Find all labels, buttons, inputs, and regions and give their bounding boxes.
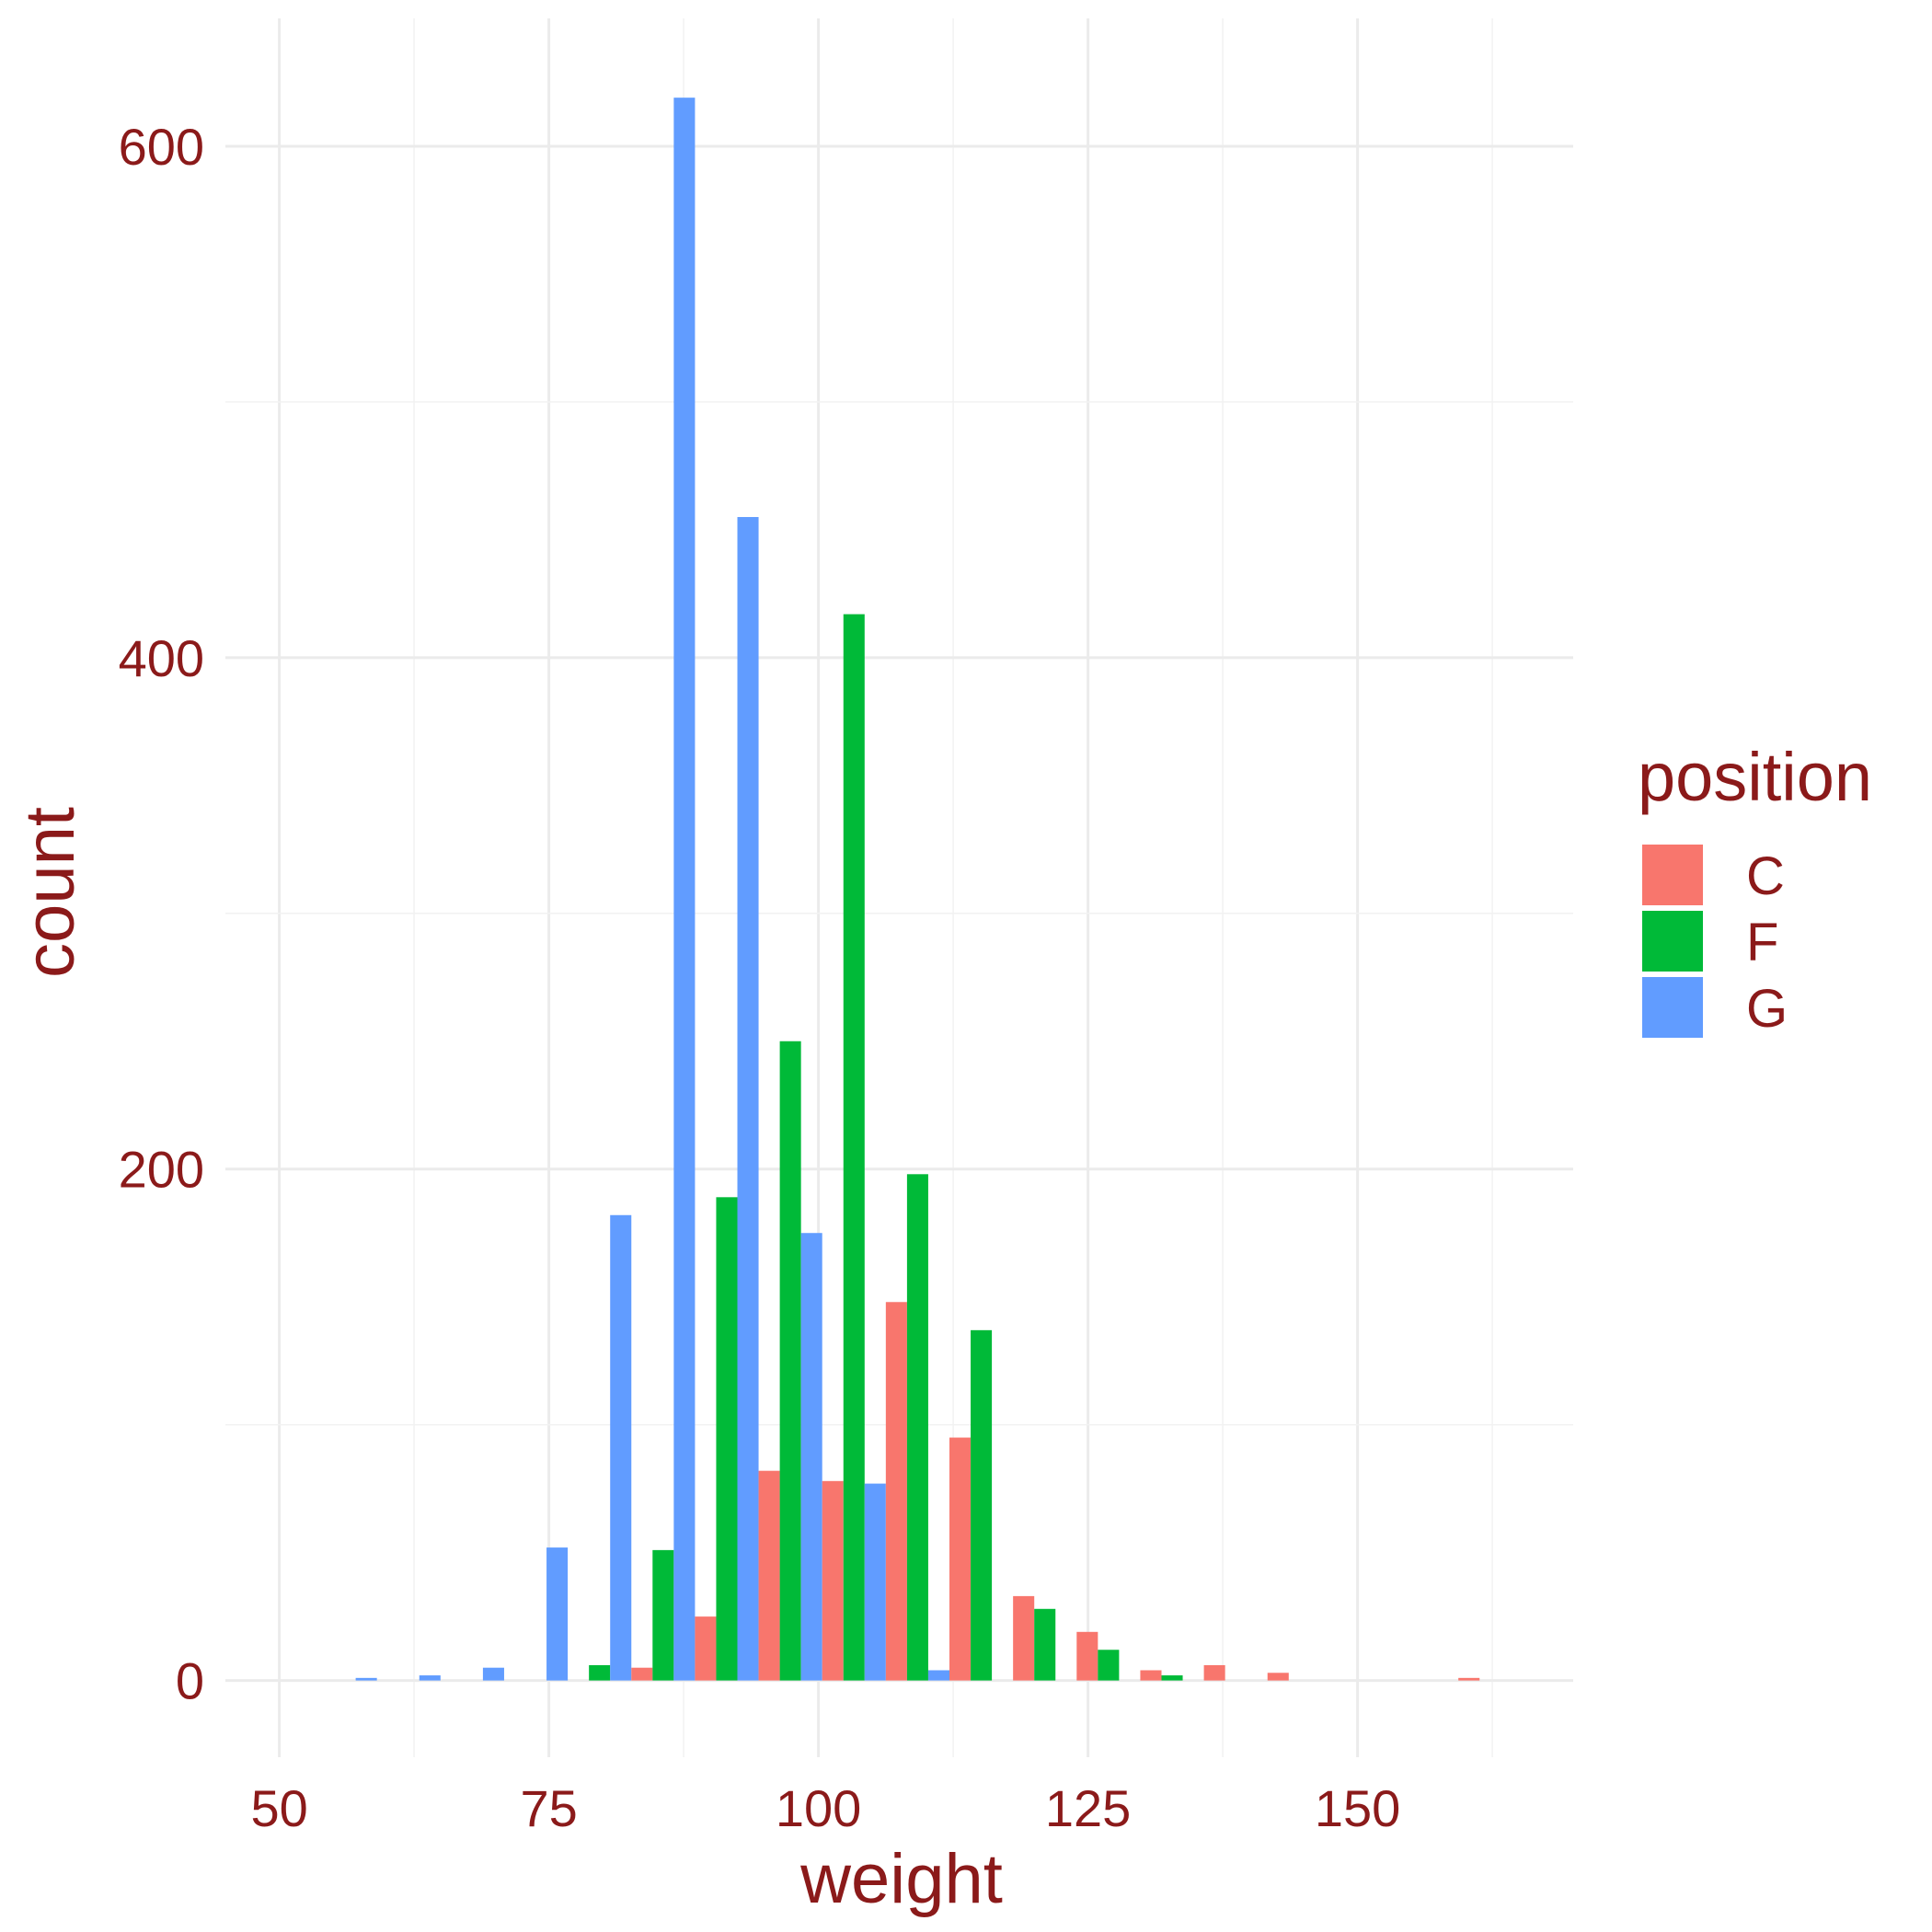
bar-C — [758, 1470, 780, 1681]
bar-F — [652, 1549, 674, 1681]
x-tick-label: 100 — [776, 1779, 861, 1837]
bar-G — [610, 1214, 632, 1681]
legend-swatch-C — [1642, 845, 1703, 905]
legend: position CFG — [1638, 739, 1872, 1039]
bar-G — [482, 1667, 504, 1681]
bar-G — [419, 1675, 441, 1681]
bar-C — [1076, 1631, 1098, 1681]
legend-label-G: G — [1746, 979, 1788, 1039]
bar-C — [949, 1437, 972, 1681]
bar-F — [1161, 1675, 1183, 1681]
y-tick-label: 600 — [119, 118, 204, 176]
x-axis-title: weight — [799, 1840, 1003, 1918]
y-tick-labels: 0 200 400 600 — [119, 118, 204, 1710]
bar-G — [737, 516, 759, 1681]
legend-label-F: F — [1746, 913, 1778, 972]
bar-F — [1034, 1608, 1056, 1681]
legend-label-C: C — [1746, 846, 1785, 906]
bar-C — [695, 1616, 717, 1681]
bar-G — [927, 1670, 949, 1681]
y-axis-title: count — [11, 807, 89, 978]
grid-lines — [225, 18, 1573, 1757]
legend-swatch-G — [1642, 977, 1703, 1038]
bar-F — [906, 1174, 928, 1681]
bar-C — [822, 1480, 844, 1681]
bar-C — [1458, 1677, 1480, 1681]
bar-C — [631, 1667, 653, 1681]
bar-G — [355, 1677, 377, 1681]
bar-F — [843, 614, 865, 1681]
bar-F — [779, 1041, 801, 1681]
bar-C — [1267, 1673, 1289, 1681]
bar-G — [546, 1547, 569, 1681]
x-tick-label: 150 — [1315, 1779, 1400, 1837]
bar-F — [589, 1664, 611, 1681]
y-tick-label: 0 — [176, 1652, 204, 1710]
bar-G — [864, 1483, 886, 1681]
bar-G — [800, 1233, 822, 1681]
bar-C — [1013, 1595, 1035, 1681]
legend-title: position — [1638, 739, 1872, 815]
x-tick-label: 125 — [1045, 1779, 1131, 1837]
bar-C — [1203, 1664, 1225, 1681]
bar-C — [1140, 1670, 1162, 1681]
bar-F — [1098, 1650, 1120, 1681]
bar-C — [885, 1302, 907, 1681]
legend-items: CFG — [1642, 845, 1788, 1039]
bar-G — [673, 98, 696, 1681]
bar-F — [971, 1329, 993, 1681]
y-tick-label: 400 — [119, 629, 204, 687]
bars — [355, 98, 1480, 1681]
x-tick-labels: 50 75 100 125 150 — [250, 1779, 1400, 1837]
x-tick-label: 50 — [250, 1779, 307, 1837]
legend-swatch-F — [1642, 911, 1703, 972]
y-tick-label: 200 — [119, 1141, 204, 1199]
bar-F — [716, 1197, 738, 1681]
x-tick-label: 75 — [520, 1779, 577, 1837]
